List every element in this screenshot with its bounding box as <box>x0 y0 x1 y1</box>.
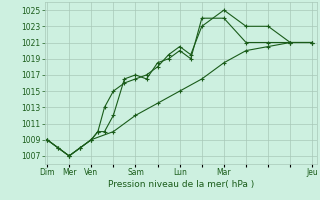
X-axis label: Pression niveau de la mer( hPa ): Pression niveau de la mer( hPa ) <box>108 180 254 189</box>
